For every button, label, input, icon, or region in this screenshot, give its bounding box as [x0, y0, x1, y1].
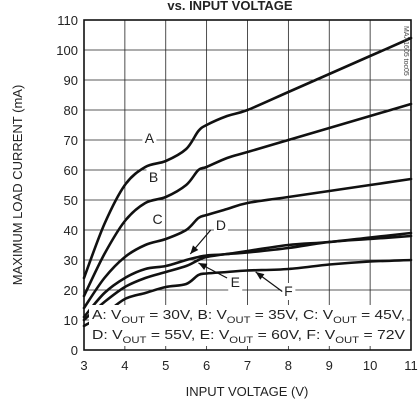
- legend-text: = 35V, C: V: [250, 308, 334, 322]
- series-line-e: [82, 234, 413, 322]
- y-tick-label: 10: [64, 313, 78, 328]
- x-tick-label: 11: [404, 358, 418, 373]
- y-tick-label: 50: [64, 193, 78, 208]
- legend-text: = 55V, E: V: [146, 328, 230, 342]
- curve-label-bg: [146, 169, 161, 186]
- curve-label-bg: [142, 130, 157, 147]
- x-tick-label: 10: [363, 358, 377, 373]
- legend-box: [89, 305, 407, 346]
- y-tick-label: 100: [56, 43, 78, 58]
- legend-subscript: OUT: [229, 335, 254, 345]
- legend-subscript: OUT: [227, 315, 251, 325]
- x-tick-label: 6: [203, 358, 210, 373]
- legend-text: D: V: [92, 328, 123, 342]
- curve-label-bg: [213, 217, 228, 234]
- curve-label-bg: [150, 211, 165, 228]
- legend-subscript: OUT: [333, 315, 357, 325]
- pointer-arrowhead: [198, 263, 208, 270]
- curve-pointers: [189, 229, 283, 292]
- curves: [82, 36, 413, 328]
- curve-label-b: B: [149, 169, 158, 185]
- x-tick-label: 8: [285, 358, 292, 373]
- x-tick-label: 7: [244, 358, 251, 373]
- series-line-a: [82, 36, 413, 280]
- curve-label-c: C: [153, 211, 163, 227]
- y-tick-label: 40: [64, 223, 78, 238]
- y-tick-label: 110: [57, 13, 78, 28]
- series-line-b: [82, 102, 413, 298]
- legend-subscript: OUT: [121, 315, 145, 325]
- plot-frame: [83, 19, 412, 351]
- legend-text: = 45V,: [357, 308, 405, 322]
- y-tick-label: 80: [64, 103, 78, 118]
- x-tick-label: 4: [121, 358, 128, 373]
- curve-label-d: D: [216, 217, 226, 233]
- curve-label-a: A: [145, 130, 155, 146]
- legend-subscript: OUT: [123, 335, 148, 345]
- legend-text: = 72V: [359, 328, 406, 342]
- legend-line-1: A: V OUT = 30V, B: V OUT = 35V, C: V OUT = …: [92, 308, 405, 325]
- x-tick-label: 9: [326, 358, 333, 373]
- curve-label-f: F: [284, 283, 293, 299]
- legend-subscript: OUT: [335, 335, 360, 345]
- y-tick-label: 60: [64, 163, 78, 178]
- series-line-f: [82, 258, 413, 328]
- legend-text: = 30V, B: V: [145, 308, 228, 322]
- x-axis-title: INPUT VOLTAGE (V): [186, 384, 309, 399]
- series-line-c: [82, 177, 413, 310]
- x-tick-label: 5: [162, 358, 169, 373]
- x-tick-labels: 3 4 5 6 7 8 9 10 11: [80, 358, 417, 373]
- y-tick-label: 20: [64, 283, 78, 298]
- y-tick-label: 70: [64, 133, 78, 148]
- y-axis-title: MAXIMUM LOAD CURRENT (mA): [10, 85, 25, 286]
- watermark: MAX1605 toc05: [402, 26, 409, 76]
- pointer-arrowhead: [190, 245, 199, 254]
- pointer-arrowhead: [255, 272, 265, 280]
- legend-line-2: D: V OUT = 55V, E: V OUT = 60V, F: V OUT = …: [92, 328, 406, 345]
- curve-labels: A B C D E F: [142, 130, 296, 300]
- y-tick-label: 0: [71, 343, 78, 358]
- curve-label-bg: [281, 283, 296, 300]
- curve-label-bg: [228, 274, 243, 291]
- legend-text: = 60V, F: V: [253, 328, 336, 342]
- legend: A: V OUT = 30V, B: V OUT = 35V, C: V OUT = …: [89, 305, 407, 346]
- y-tick-label: 30: [64, 253, 78, 268]
- y-tick-labels: 0 10 20 30 40 50 60 70 80 90 100 110: [56, 13, 78, 358]
- x-tick-label: 3: [80, 358, 87, 373]
- chart-title: vs. INPUT VOLTAGE: [167, 0, 293, 13]
- y-tick-label: 90: [64, 73, 78, 88]
- curve-label-e: E: [231, 274, 240, 290]
- legend-text: A: V: [92, 308, 122, 322]
